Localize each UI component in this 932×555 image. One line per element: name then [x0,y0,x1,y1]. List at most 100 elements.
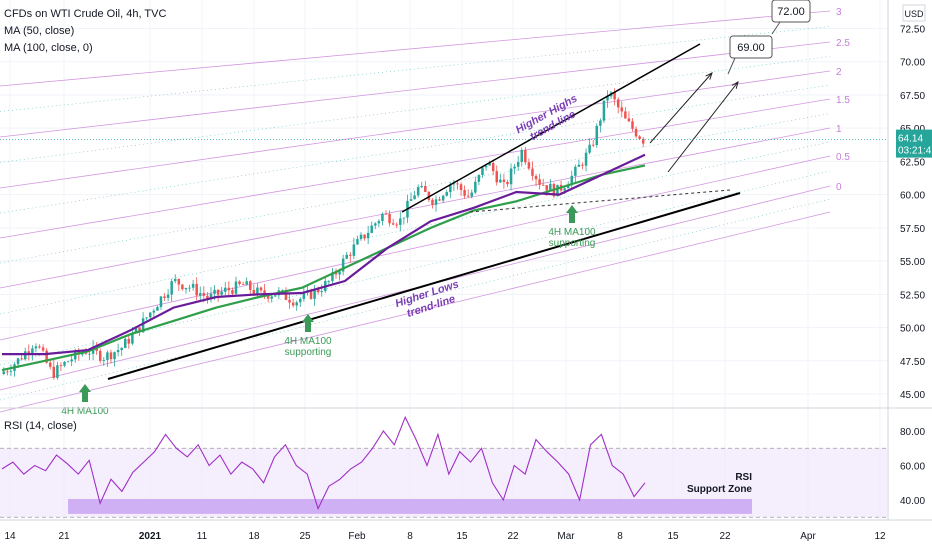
candle-body [63,362,66,366]
candle-body [241,284,245,285]
candle [184,287,188,294]
candle-body [224,287,227,292]
candle-body [288,299,291,303]
rsi-line [1,415,646,511]
rsi-tick-label: 40.00 [900,496,925,507]
candle-body [449,184,452,193]
target-callout-1-pointer [727,57,736,75]
candle [234,276,238,295]
candle-body [9,370,13,372]
candle-body [631,121,634,129]
candle [538,173,541,190]
candle [9,364,13,376]
support-arrow-icon [566,205,578,223]
candle-body [452,183,456,185]
candle-body [16,358,20,365]
time-tick-label: 15 [667,531,679,542]
candle-body [331,272,334,282]
candle [634,126,638,139]
price-tick-label: 60.00 [900,191,925,202]
price-tick-label: 50.00 [900,324,925,335]
candle-body [291,302,295,306]
candle [434,195,438,212]
candle-body [495,171,499,183]
rsi-zone-label-1: RSI [735,472,752,483]
target-callout-1-box [729,35,773,59]
candle-body [34,346,38,349]
candle [70,354,73,367]
candle-body [48,362,52,367]
price-tick-label: 47.50 [900,357,925,368]
candle-body [513,166,516,169]
candle-body [141,318,145,333]
candle [206,292,209,304]
fib-line [0,98,831,239]
legend-ma100: MA (100, close, 0) [4,42,93,54]
candle-body [227,287,231,291]
candle-body [391,223,395,225]
candle [366,225,370,245]
time-tick-label: 14 [4,531,16,542]
time-tick-label: 18 [248,531,260,542]
fib-channel [0,10,831,413]
fib-line [0,41,831,138]
rsi-support-zone [68,499,752,514]
candle [602,100,606,123]
candle-body [249,281,252,290]
candle-body [174,278,177,282]
candle-body [163,296,166,299]
support-text: supporting [549,238,596,249]
candle-body [88,353,91,355]
candle-body [202,293,206,296]
candle [424,180,427,193]
ma100-line [1,164,646,372]
price-tick-label: 62.50 [900,157,925,168]
candle-body [56,365,59,378]
candle [627,111,631,123]
fib-midline [0,26,831,112]
candle-body [613,92,616,100]
candle [59,362,63,372]
rsi-pane [0,415,888,518]
candle [199,286,202,301]
candle-body [599,120,602,126]
candle-body [345,254,348,259]
candle-body [524,150,527,163]
target-callout-2-box [771,0,811,23]
candle [495,165,499,186]
candle [102,357,106,366]
candle-body [541,184,545,186]
rsi-tick-label: 60.00 [900,462,925,473]
candle-body [566,185,570,189]
candle [466,189,470,198]
target-callout-2-text: 72.00 [777,6,805,18]
candle [145,317,148,321]
candle-body [363,234,366,239]
legend-ma50: MA (50, close) [4,25,75,37]
candle-body [302,292,306,299]
candle-body [377,221,381,224]
fib-line [0,127,831,289]
candle-body [349,254,352,256]
candle-body [98,350,102,361]
candle [66,360,70,363]
candle-body [309,290,313,299]
candle-body [445,192,448,196]
candle-body [502,179,506,182]
candle-body [59,365,63,367]
candle-body [441,195,445,201]
target-arrow-1-head [705,72,713,80]
candle-body [520,150,524,162]
candle [441,194,445,203]
candle-body [299,298,302,303]
candle-body [556,184,559,197]
candle [177,278,181,291]
candle [98,348,102,364]
candle-body [538,179,541,185]
candle-body [563,188,566,191]
candle [516,156,520,171]
candle-body [70,359,73,362]
candle [531,161,534,181]
